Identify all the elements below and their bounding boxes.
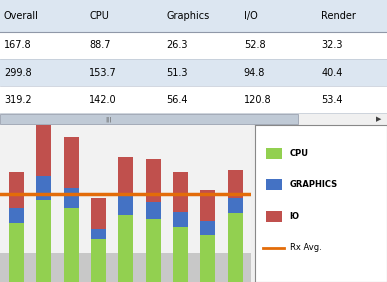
Bar: [36, 122, 51, 176]
Text: 120.8: 120.8: [244, 95, 271, 105]
Bar: [266, 148, 282, 159]
Text: Rx Avg.: Rx Avg.: [289, 243, 321, 252]
Bar: [63, 137, 79, 188]
Text: 32.3: 32.3: [321, 40, 343, 50]
Text: I/O: I/O: [244, 11, 258, 21]
Bar: [91, 239, 106, 282]
Text: 167.8: 167.8: [4, 40, 31, 50]
Bar: [0, 253, 252, 282]
Text: 40.4: 40.4: [321, 68, 342, 78]
Bar: [118, 196, 133, 215]
Text: 88.7: 88.7: [89, 40, 111, 50]
Bar: [266, 211, 282, 222]
Text: 153.7: 153.7: [89, 68, 117, 78]
Bar: [146, 202, 161, 219]
Bar: [0, 59, 387, 86]
Text: 26.3: 26.3: [166, 40, 188, 50]
Text: 299.8: 299.8: [4, 68, 31, 78]
Bar: [173, 172, 188, 212]
Text: GRAPHICS: GRAPHICS: [289, 180, 337, 190]
Bar: [0, 0, 387, 32]
Bar: [0, 32, 387, 59]
Bar: [173, 212, 188, 227]
Bar: [118, 215, 133, 282]
Text: IO: IO: [289, 212, 300, 221]
Bar: [36, 200, 51, 282]
Text: ▶: ▶: [376, 116, 381, 122]
Bar: [0, 114, 298, 124]
Bar: [146, 158, 161, 202]
Text: |||: |||: [105, 117, 111, 122]
Text: Render: Render: [321, 11, 356, 21]
Text: 142.0: 142.0: [89, 95, 116, 105]
Bar: [9, 223, 24, 282]
Bar: [200, 221, 215, 235]
Text: CPU: CPU: [289, 149, 308, 158]
Bar: [36, 176, 51, 200]
Text: 51.3: 51.3: [166, 68, 188, 78]
Bar: [63, 188, 79, 208]
Bar: [146, 219, 161, 282]
Bar: [9, 208, 24, 223]
Bar: [0, 86, 252, 253]
Bar: [63, 208, 79, 282]
Bar: [0, 86, 387, 113]
Bar: [228, 198, 243, 213]
Bar: [118, 157, 133, 196]
Bar: [266, 179, 282, 190]
Text: 56.4: 56.4: [166, 95, 188, 105]
Text: 319.2: 319.2: [4, 95, 31, 105]
Text: 94.8: 94.8: [244, 68, 265, 78]
Text: Overall: Overall: [4, 11, 39, 21]
Bar: [91, 229, 106, 239]
Text: Graphics: Graphics: [166, 11, 210, 21]
Text: CPU: CPU: [89, 11, 109, 21]
Bar: [91, 198, 106, 229]
Bar: [9, 172, 24, 208]
Bar: [228, 170, 243, 198]
Text: 52.8: 52.8: [244, 40, 265, 50]
Bar: [173, 227, 188, 282]
Bar: [200, 235, 215, 282]
Text: 53.4: 53.4: [321, 95, 343, 105]
Bar: [200, 190, 215, 221]
Bar: [228, 213, 243, 282]
